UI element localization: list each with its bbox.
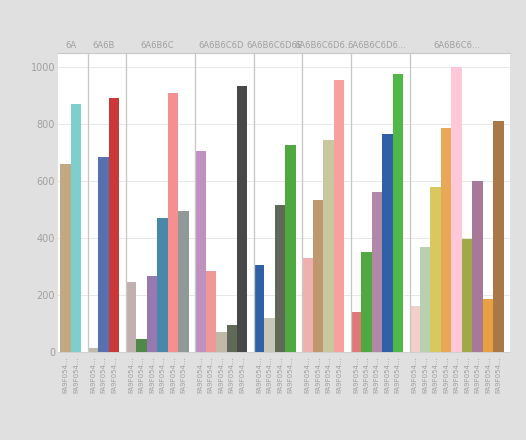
- Bar: [313, 200, 323, 352]
- Bar: [493, 121, 504, 352]
- Bar: [237, 85, 247, 352]
- Bar: [109, 99, 119, 352]
- Bar: [227, 325, 237, 352]
- Bar: [60, 164, 71, 352]
- Bar: [392, 74, 403, 352]
- Bar: [351, 312, 361, 352]
- Bar: [483, 299, 493, 352]
- Bar: [168, 93, 178, 352]
- Bar: [126, 282, 136, 352]
- Bar: [216, 332, 227, 352]
- Bar: [420, 246, 430, 352]
- Bar: [195, 151, 206, 352]
- Bar: [382, 134, 392, 352]
- Bar: [372, 192, 382, 352]
- Bar: [157, 218, 168, 352]
- Bar: [323, 140, 333, 352]
- Bar: [410, 306, 420, 352]
- Bar: [441, 128, 451, 352]
- Bar: [333, 80, 344, 352]
- Bar: [285, 145, 296, 352]
- Bar: [147, 276, 157, 352]
- Bar: [472, 181, 483, 352]
- Bar: [88, 348, 98, 352]
- Bar: [254, 265, 265, 352]
- Bar: [98, 157, 109, 352]
- Bar: [206, 271, 216, 352]
- Bar: [265, 318, 275, 352]
- Bar: [71, 104, 82, 352]
- Bar: [178, 211, 189, 352]
- Bar: [275, 205, 285, 352]
- Bar: [462, 239, 472, 352]
- Bar: [361, 252, 372, 352]
- Bar: [451, 67, 462, 352]
- Bar: [302, 258, 313, 352]
- Bar: [136, 339, 147, 352]
- Bar: [430, 187, 441, 352]
